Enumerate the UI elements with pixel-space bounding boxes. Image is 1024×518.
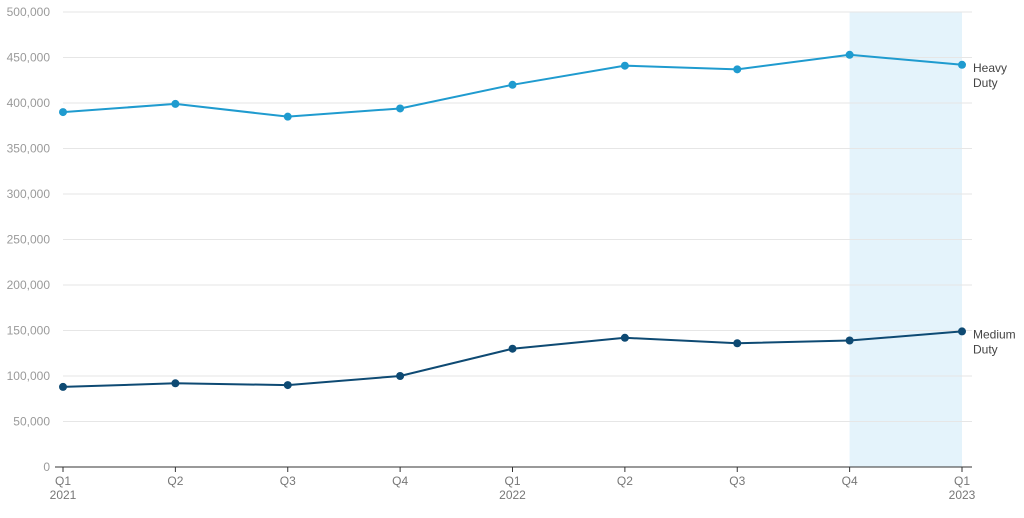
x-tick-year-label: 2022 — [499, 488, 526, 502]
y-tick-label: 0 — [43, 460, 50, 474]
x-tick-label: Q3 — [280, 474, 296, 488]
x-tick-label: Q2 — [167, 474, 183, 488]
y-tick-label: 250,000 — [7, 233, 51, 247]
y-tick-label: 150,000 — [7, 324, 51, 338]
data-point — [845, 50, 854, 59]
data-point — [958, 60, 966, 69]
y-tick-label: 450,000 — [7, 51, 51, 65]
data-point — [733, 339, 742, 348]
data-point — [845, 336, 854, 345]
series-label: Duty — [973, 342, 998, 356]
data-point — [733, 65, 742, 74]
y-tick-label: 500,000 — [7, 5, 51, 19]
series-label: Duty — [973, 76, 998, 90]
data-point — [171, 99, 180, 108]
series-label: Heavy — [973, 61, 1007, 75]
data-point — [508, 344, 517, 353]
data-point — [958, 327, 966, 336]
y-tick-label: 200,000 — [7, 278, 51, 292]
data-point — [59, 382, 67, 391]
y-tick-label: 350,000 — [7, 142, 51, 156]
data-point — [620, 61, 629, 70]
data-point — [59, 108, 67, 117]
data-point — [396, 372, 405, 380]
x-tick-label: Q1 — [55, 474, 71, 488]
x-tick-label: Q1 — [954, 474, 970, 488]
x-tick-label: Q2 — [617, 474, 633, 488]
series-label: Medium — [973, 327, 1016, 341]
data-point — [396, 104, 405, 113]
x-tick-label: Q4 — [842, 474, 858, 488]
y-tick-label: 100,000 — [7, 369, 51, 383]
x-tick-year-label: 2023 — [949, 488, 976, 502]
y-tick-label: 300,000 — [7, 187, 51, 201]
x-tick-label: Q4 — [392, 474, 408, 488]
x-tick-label: Q1 — [504, 474, 520, 488]
data-point — [283, 381, 292, 390]
x-tick-year-label: 2021 — [50, 488, 77, 502]
data-point — [283, 112, 292, 121]
data-point — [620, 333, 629, 342]
x-tick-label: Q3 — [729, 474, 745, 488]
series-line — [62, 330, 963, 388]
data-point — [508, 80, 517, 89]
y-tick-label: 50,000 — [13, 415, 50, 429]
data-point — [171, 379, 180, 388]
y-tick-label: 400,000 — [7, 96, 51, 110]
